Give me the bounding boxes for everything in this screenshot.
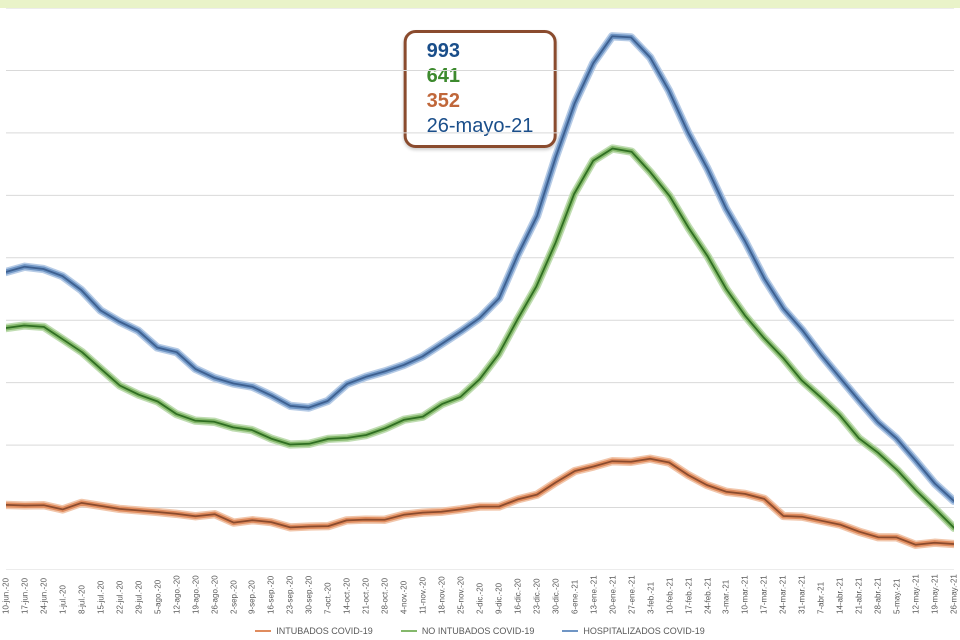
x-tick-label: 29-jul.-20 — [134, 581, 143, 614]
x-tick-label: 16-sep.-20 — [267, 576, 276, 614]
x-tick-label: 21-abr.-21 — [855, 578, 864, 614]
x-tick-label: 3-mar.-21 — [722, 580, 731, 614]
x-tick-label: 26-ago.-20 — [210, 575, 219, 614]
x-tick-label: 1-jul.-20 — [58, 585, 67, 614]
legend-label: NO INTUBADOS COVID-19 — [422, 626, 535, 636]
x-tick-label: 3-feb.-21 — [646, 582, 655, 614]
x-tick-label: 5-may.-21 — [893, 579, 902, 614]
x-tick-label: 10-jun.-20 — [2, 578, 11, 614]
x-tick-label: 28-oct.-20 — [381, 578, 390, 614]
x-tick-label: 25-nov.-20 — [457, 576, 466, 614]
x-tick-label: 17-feb.-21 — [684, 578, 693, 614]
x-tick-label: 19-may.-21 — [931, 574, 940, 614]
plot-area — [6, 8, 954, 570]
x-tick-label: 7-oct.-20 — [324, 582, 333, 614]
x-tick-label: 30-sep.-20 — [305, 576, 314, 614]
x-tick-label: 19-ago.-20 — [191, 575, 200, 614]
legend-swatch — [562, 630, 578, 632]
covid-hospitalization-chart: 993 641 352 26-mayo-21 10-jun.-2017-jun.… — [0, 0, 960, 640]
x-tick-label: 12-may.-21 — [912, 574, 921, 614]
legend-swatch — [401, 630, 417, 632]
x-tick-label: 9-dic.-20 — [494, 583, 503, 614]
x-tick-label: 11-nov.-20 — [419, 577, 428, 614]
legend-item-hospitalizados: HOSPITALIZADOS COVID-19 — [562, 626, 704, 636]
x-axis-labels: 10-jun.-2017-jun.-2024-jun.-201-jul.-208… — [6, 564, 954, 614]
x-tick-label: 17-jun.-20 — [20, 578, 29, 614]
x-tick-label: 14-oct.-20 — [343, 578, 352, 614]
legend-label: HOSPITALIZADOS COVID-19 — [583, 626, 704, 636]
top-band — [0, 0, 960, 8]
x-tick-label: 23-sep.-20 — [286, 576, 295, 614]
x-tick-label: 17-mar.-21 — [760, 575, 769, 614]
x-tick-label: 26-may.-21 — [950, 574, 959, 614]
x-tick-label: 4-nov.-20 — [400, 581, 409, 614]
x-tick-label: 28-abr.-21 — [874, 578, 883, 614]
x-tick-label: 21-oct.-20 — [362, 578, 371, 614]
x-tick-label: 2-dic.-20 — [476, 583, 485, 614]
legend-swatch — [255, 630, 271, 632]
x-tick-label: 23-dic.-20 — [532, 578, 541, 614]
plot-svg — [6, 8, 954, 570]
x-tick-label: 14-abr.-21 — [836, 578, 845, 614]
legend-label: INTUBADOS COVID-19 — [276, 626, 373, 636]
x-tick-label: 24-feb.-21 — [703, 578, 712, 614]
x-tick-label: 13-ene.-21 — [589, 575, 598, 614]
x-tick-label: 6-ene.-21 — [570, 580, 579, 614]
x-tick-label: 10-feb.-21 — [665, 578, 674, 614]
x-tick-label: 15-jul.-20 — [96, 581, 105, 614]
x-tick-label: 22-jul.-20 — [115, 581, 124, 614]
x-tick-label: 8-jul.-20 — [77, 585, 86, 614]
x-tick-label: 10-mar.-21 — [741, 575, 750, 614]
x-tick-label: 30-dic.-20 — [551, 578, 560, 614]
x-tick-label: 24-jun.-20 — [39, 578, 48, 614]
x-tick-label: 2-sep.-20 — [229, 580, 238, 614]
x-tick-label: 27-ene.-21 — [627, 575, 636, 614]
x-tick-label: 12-ago.-20 — [172, 575, 181, 614]
legend-item-no-intubados: NO INTUBADOS COVID-19 — [401, 626, 535, 636]
x-tick-label: 31-mar.-21 — [798, 575, 807, 614]
legend-item-intubados: INTUBADOS COVID-19 — [255, 626, 373, 636]
x-tick-label: 5-ago.-20 — [153, 580, 162, 614]
x-tick-label: 9-sep.-20 — [248, 580, 257, 614]
legend: INTUBADOS COVID-19 NO INTUBADOS COVID-19… — [0, 626, 960, 636]
x-tick-label: 18-nov.-20 — [438, 576, 447, 614]
x-tick-label: 24-mar.-21 — [779, 575, 788, 614]
x-tick-label: 20-ene.-21 — [608, 575, 617, 614]
x-tick-label: 7-abr.-21 — [817, 582, 826, 614]
x-tick-label: 16-dic.-20 — [513, 578, 522, 614]
